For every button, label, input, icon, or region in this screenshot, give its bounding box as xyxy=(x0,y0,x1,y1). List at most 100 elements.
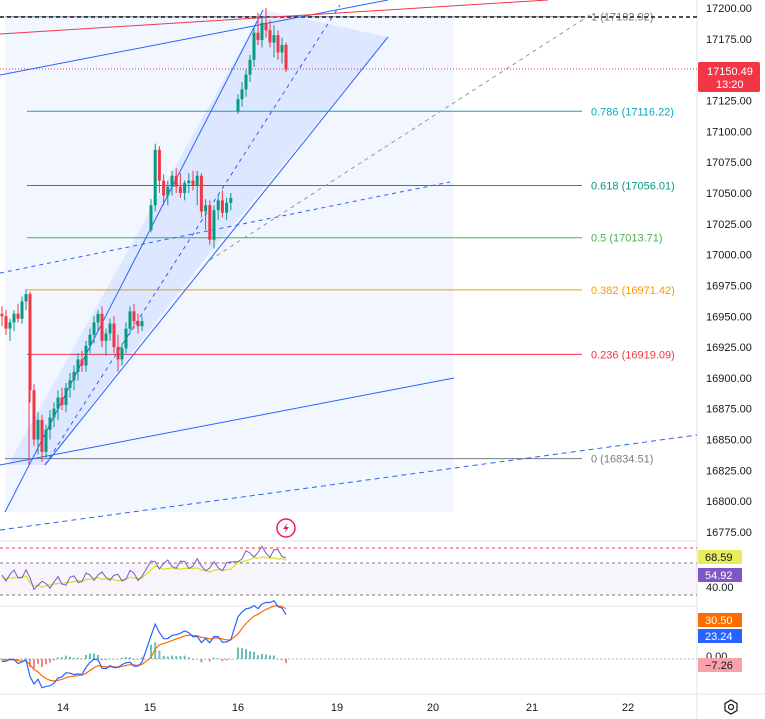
price-tick-label: 16875.00 xyxy=(706,404,752,416)
macd-histogram-bar xyxy=(171,655,173,659)
fib-level-label: 0.618 (17056.01) xyxy=(591,181,675,193)
candle-body xyxy=(76,359,80,372)
parallel-channel[interactable] xyxy=(0,0,698,531)
candle-body xyxy=(80,359,84,366)
candle-body xyxy=(264,22,268,31)
macd-histogram-bar xyxy=(285,659,287,664)
candle-body xyxy=(178,186,182,193)
price-axis[interactable]: 17200.00 17175.00 17125.00 17100.00 17075.00… xyxy=(706,3,752,539)
time-tick-label: 20 xyxy=(427,702,439,714)
candle-body xyxy=(112,323,116,348)
candle-body xyxy=(40,419,44,452)
macd-histogram-bar xyxy=(85,655,87,659)
candle-body xyxy=(220,200,224,213)
fib-zone-fill xyxy=(5,16,454,512)
candle-body xyxy=(20,301,24,319)
fib-level-label: 0.382 (16971.42) xyxy=(591,285,675,297)
candle-body xyxy=(12,313,16,323)
candle-body xyxy=(96,313,100,323)
candle-body xyxy=(195,175,199,186)
candle-body xyxy=(272,35,276,43)
price-tick-label: 17175.00 xyxy=(706,34,752,46)
candle-body xyxy=(240,89,244,100)
candle-body xyxy=(28,294,32,391)
macd-hist-badge xyxy=(698,658,742,672)
macd-histogram-bar xyxy=(25,658,27,659)
signal-label: 23.24 xyxy=(705,631,733,643)
fib-level-label: 0.786 (17116.22) xyxy=(591,106,674,118)
lightning-icon[interactable] xyxy=(276,518,296,538)
price-tick-label: 16950.00 xyxy=(706,311,752,323)
candle-body xyxy=(124,328,128,349)
macd-histogram-bar xyxy=(29,659,31,667)
channel-line[interactable] xyxy=(44,4,341,466)
candle-body xyxy=(16,313,20,319)
fibonacci-retracement[interactable]: 1 (17192.92) 0.786 (17116.22) 0.618 (17056… xyxy=(0,12,697,466)
macd-histogram-bar xyxy=(77,657,79,659)
channel-line[interactable] xyxy=(0,0,389,76)
price-tick-label: 16975.00 xyxy=(706,280,752,292)
macd-histogram-bar xyxy=(187,657,190,659)
candle-body xyxy=(183,183,187,193)
channel-line[interactable] xyxy=(209,14,591,261)
rsi-band xyxy=(0,563,697,595)
price-tick-label: 16900.00 xyxy=(706,373,752,385)
time-tick-label: 21 xyxy=(526,702,538,714)
settings-icon[interactable] xyxy=(724,699,738,715)
candle-body xyxy=(162,180,166,196)
macd-histogram-bar xyxy=(281,659,283,661)
candle-body xyxy=(84,345,88,366)
candle-body xyxy=(225,202,229,213)
price-tick-label: 17100.00 xyxy=(706,126,752,138)
candle-body xyxy=(136,321,140,327)
macd-histogram-bar xyxy=(97,654,99,659)
channel-fill xyxy=(8,10,388,465)
candle-body xyxy=(36,419,40,440)
macd-histogram-bar xyxy=(237,647,239,659)
candle-body xyxy=(0,313,4,317)
macd-histogram-bar xyxy=(265,654,267,659)
macd-histogram-bar xyxy=(53,659,55,661)
candle-body xyxy=(64,387,68,406)
macd-histogram-bar xyxy=(125,657,127,659)
time-axis[interactable]: 14 15 16 19 20 21 22 xyxy=(57,702,634,714)
candle-body xyxy=(204,205,208,212)
macd-histogram-bar xyxy=(277,659,279,660)
candle-body xyxy=(187,180,191,184)
candle-body xyxy=(244,74,248,90)
price-tick-label: 17050.00 xyxy=(706,188,752,200)
macd-histogram-bar xyxy=(150,644,152,659)
candle-body xyxy=(116,347,120,360)
price-tick-label: 17200.00 xyxy=(706,3,752,15)
fib-level-label: 0.236 (16919.09) xyxy=(591,349,675,361)
candle-body xyxy=(174,175,178,187)
price-tick-label: 17000.00 xyxy=(706,250,752,262)
channel-line[interactable] xyxy=(0,434,698,531)
channel-line[interactable] xyxy=(0,377,455,466)
macd-histogram-bar xyxy=(200,659,203,663)
candle-body xyxy=(128,311,132,329)
candle-body xyxy=(32,390,36,440)
channel-line[interactable] xyxy=(44,36,389,466)
macd-histogram-bar xyxy=(133,659,135,660)
macd-histogram-bar xyxy=(41,659,43,667)
macd-histogram-bar xyxy=(261,653,263,659)
time-tick-label: 14 xyxy=(57,702,69,714)
candle-body xyxy=(52,408,56,418)
candle-body xyxy=(4,316,8,329)
candle-body xyxy=(24,294,28,302)
macd-histogram-bar xyxy=(45,659,47,665)
candle-body xyxy=(236,99,240,112)
macd-histogram-bar xyxy=(49,659,51,663)
price-tick-label: 17075.00 xyxy=(706,157,752,169)
macd-histogram-bar xyxy=(129,657,131,659)
candle-body xyxy=(248,59,252,75)
channel-line[interactable] xyxy=(0,0,549,35)
macd-histogram-bar xyxy=(65,655,67,659)
channel-line[interactable] xyxy=(4,9,264,513)
macd-histogram-bar xyxy=(57,657,59,659)
candle-body xyxy=(268,30,272,43)
candle-body xyxy=(100,313,104,341)
